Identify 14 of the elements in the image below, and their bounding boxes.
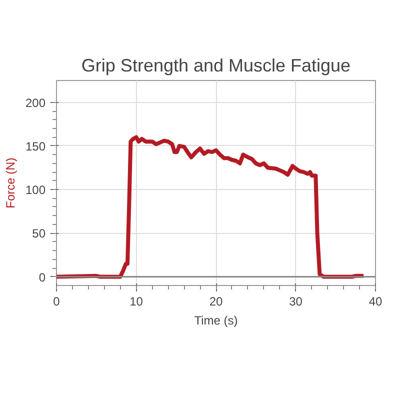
y-tick-label: 0 <box>38 270 46 284</box>
x-tick-label: 30 <box>289 294 303 308</box>
y-tick-label: 200 <box>25 96 46 110</box>
line-series <box>56 135 366 279</box>
chart-title: Grip Strength and Muscle Fatigue <box>81 56 351 76</box>
y-axis-title: Force (N) <box>3 158 18 208</box>
x-tick-label: 20 <box>209 294 223 308</box>
y-tick-label: 150 <box>25 139 46 154</box>
y-tick-label: 100 <box>25 183 46 198</box>
x-tick-label: 40 <box>368 294 382 308</box>
x-tick-label: 10 <box>130 294 144 308</box>
x-axis-title: Time (s) <box>194 314 238 328</box>
x-tick-label: 0 <box>53 294 60 308</box>
y-tick-label: 50 <box>32 226 46 241</box>
